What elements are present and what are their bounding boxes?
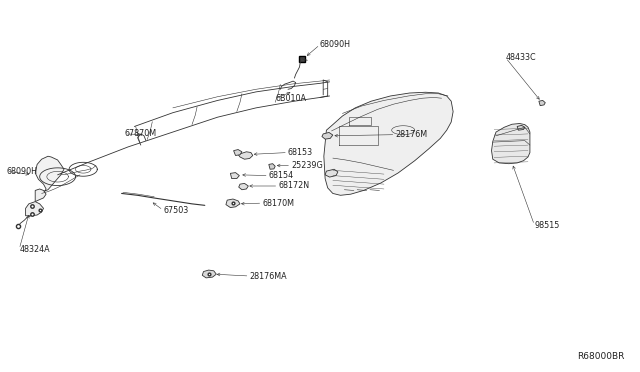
Text: 48433C: 48433C: [506, 53, 536, 62]
Polygon shape: [322, 132, 333, 139]
Text: 68090H: 68090H: [6, 167, 37, 176]
Polygon shape: [35, 156, 64, 201]
Polygon shape: [226, 199, 240, 208]
Polygon shape: [539, 100, 545, 106]
Text: 6B010A: 6B010A: [275, 94, 306, 103]
Text: 68090H: 68090H: [320, 40, 351, 49]
Polygon shape: [324, 92, 453, 195]
Polygon shape: [269, 164, 275, 169]
Text: 28176M: 28176M: [396, 130, 428, 139]
Polygon shape: [517, 125, 525, 130]
Text: 67503: 67503: [163, 206, 188, 215]
Polygon shape: [238, 152, 253, 159]
Polygon shape: [35, 189, 46, 202]
Polygon shape: [230, 173, 239, 179]
Text: 67870M: 67870M: [125, 129, 157, 138]
Text: 68170M: 68170M: [262, 199, 294, 208]
Text: 98515: 98515: [534, 221, 560, 230]
Polygon shape: [239, 183, 248, 190]
Text: 68172N: 68172N: [278, 182, 310, 190]
Polygon shape: [234, 150, 242, 155]
Text: 48324A: 48324A: [19, 245, 50, 254]
Polygon shape: [202, 270, 216, 278]
Text: 28176MA: 28176MA: [250, 272, 287, 280]
Text: 68153: 68153: [288, 148, 313, 157]
Polygon shape: [325, 169, 338, 177]
Polygon shape: [26, 202, 44, 216]
Text: R68000BR: R68000BR: [577, 352, 624, 361]
Polygon shape: [492, 124, 530, 164]
Text: 68154: 68154: [269, 171, 294, 180]
Text: 25239G: 25239G: [291, 161, 323, 170]
